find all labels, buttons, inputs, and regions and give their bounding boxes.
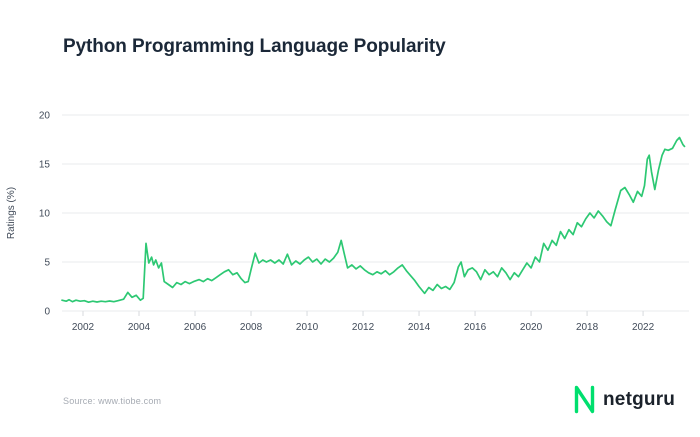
svg-text:15: 15: [39, 160, 51, 171]
svg-text:2018: 2018: [576, 322, 599, 333]
netguru-logo: netguru: [574, 384, 675, 414]
svg-text:10: 10: [39, 209, 51, 220]
svg-text:2002: 2002: [72, 322, 95, 333]
x-axis-labels: 2002 2004 2006 2008 2010 2012 2014 2016 2020 2018…: [72, 311, 655, 333]
svg-text:2010: 2010: [296, 322, 319, 333]
svg-text:2012: 2012: [352, 322, 375, 333]
svg-text:2004: 2004: [128, 322, 151, 333]
svg-text:2016: 2016: [464, 322, 487, 333]
svg-text:2020: 2020: [520, 322, 543, 333]
svg-text:5: 5: [44, 258, 50, 269]
source-note: Source: www.tiobe.com: [63, 396, 162, 406]
brand-name: netguru: [603, 388, 676, 410]
y-axis-labels: 0 5 10 15 20: [39, 111, 51, 318]
page-title: Python Programming Language Popularity: [63, 36, 446, 57]
svg-text:2022: 2022: [632, 322, 655, 333]
svg-text:2006: 2006: [184, 322, 207, 333]
y-axis-title: Ratings (%): [6, 187, 17, 239]
netguru-n-icon: [574, 385, 595, 413]
svg-text:20: 20: [39, 111, 51, 122]
gridlines: [62, 114, 689, 312]
svg-text:0: 0: [44, 307, 50, 318]
svg-text:2008: 2008: [240, 322, 263, 333]
chart-line: [61, 136, 686, 304]
svg-text:2014: 2014: [408, 322, 431, 333]
